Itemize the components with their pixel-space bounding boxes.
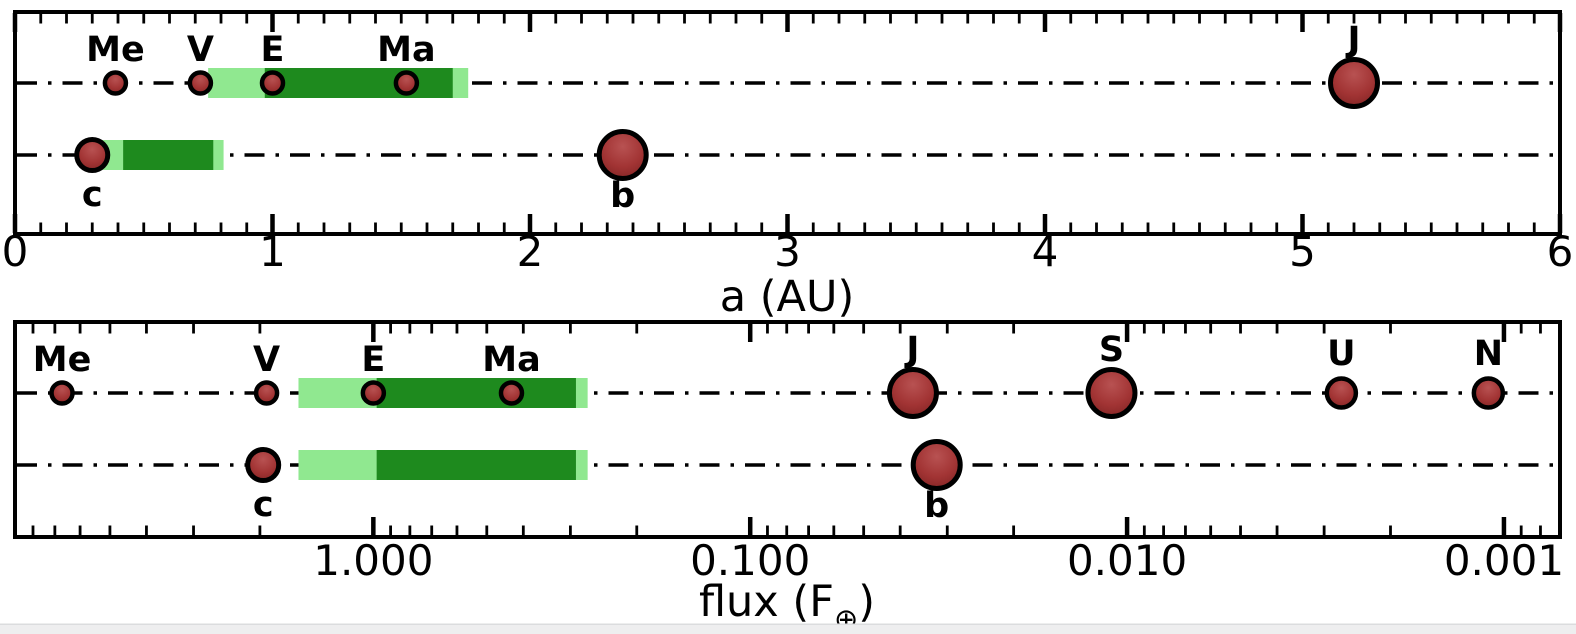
hz-bar-conservative-solar-system <box>376 378 576 408</box>
hz-bar-conservative-exoplanet-system <box>376 450 576 480</box>
hz-bar-conservative-exoplanet-system <box>123 140 214 170</box>
planet-marker-e <box>360 380 387 406</box>
planet-label-b: b <box>924 486 949 526</box>
planet-label-s: S <box>1099 330 1124 370</box>
x-tick-label-4: 4 <box>1032 227 1059 276</box>
semimajor-axis-panel: Me V E Ma Jc b 0 1 2 3 4 5 6 a (AU) <box>2 10 1574 322</box>
planet-label-me: Me <box>33 340 92 380</box>
x-tick-label-0: 0 <box>2 227 29 276</box>
planet-marker-me <box>49 380 75 406</box>
planet-marker-j <box>886 367 939 419</box>
x-tick-label-0.100: 0.100 <box>690 536 810 585</box>
planet-marker-c <box>245 447 282 483</box>
planet-marker-u <box>1324 376 1359 410</box>
planet-marker-n <box>1471 376 1506 410</box>
planet-marker-s <box>1085 367 1138 419</box>
bottom-strip <box>0 625 1576 634</box>
x-axis-title-flux: flux (F⊕) <box>699 577 875 634</box>
x-tick-label-1.000: 1.000 <box>313 536 433 585</box>
planet-marker-v <box>187 70 214 96</box>
planet-label-v: V <box>253 340 280 380</box>
x-axis-title-a: a (AU) <box>720 272 854 322</box>
planet-label-j: J <box>1345 20 1360 60</box>
x-tick-label-3: 3 <box>774 227 801 276</box>
planet-label-e: E <box>361 340 385 380</box>
planet-marker-b <box>910 439 963 491</box>
bottom-strip-border <box>0 623 1576 625</box>
planet-label-ma: Ma <box>482 340 540 380</box>
planet-label-c: c <box>253 485 274 525</box>
x-tick-label-0.001: 0.001 <box>1444 536 1564 585</box>
planet-label-j: J <box>904 330 919 370</box>
planet-label-e: E <box>261 30 285 70</box>
planet-label-v: V <box>187 30 214 70</box>
x-tick-label-5: 5 <box>1289 227 1316 276</box>
x-tick-label-1: 1 <box>259 227 286 276</box>
planet-marker-v <box>253 380 280 406</box>
planet-marker-b <box>596 129 649 181</box>
planet-marker-e <box>259 70 286 96</box>
panel-frame <box>13 320 1562 539</box>
planet-label-me: Me <box>86 30 145 70</box>
planet-label-n: N <box>1474 334 1503 374</box>
planet-label-ma: Ma <box>377 30 435 70</box>
hz-bar-conservative-solar-system <box>264 68 453 98</box>
planet-marker-ma <box>498 380 525 406</box>
x-tick-label-2: 2 <box>517 227 544 276</box>
planet-label-u: U <box>1327 334 1355 374</box>
x-tick-label-0.010: 0.010 <box>1067 536 1187 585</box>
planet-label-b: b <box>610 176 635 216</box>
planet-marker-j <box>1328 57 1380 109</box>
x-tick-label-6: 6 <box>1547 227 1574 276</box>
planet-marker-ma <box>393 70 420 96</box>
panel-frame <box>13 10 1562 236</box>
planet-label-c: c <box>82 175 103 215</box>
planet-marker-c <box>74 137 111 173</box>
planet-marker-me <box>102 70 129 96</box>
flux-panel: Me V E Ma J S U Nc b 1.000 0.100 0.010 0.001 flux (… <box>13 320 1564 634</box>
